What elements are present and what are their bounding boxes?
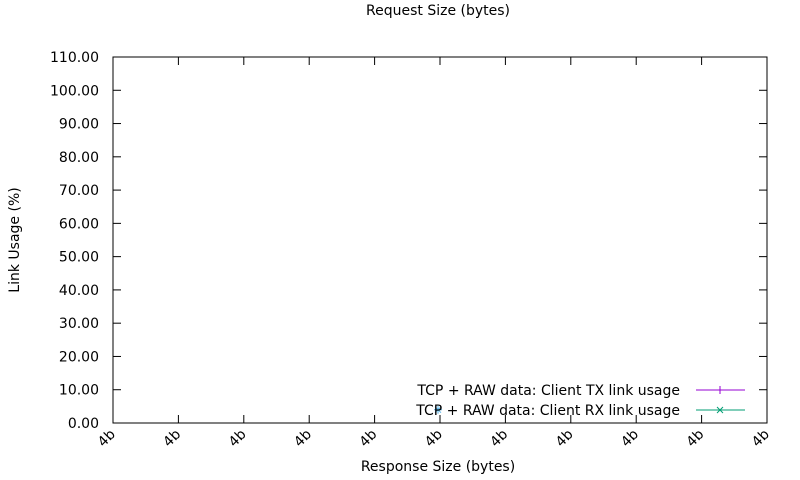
x-tick-label: 4b (357, 426, 381, 450)
data-point-marker (434, 405, 442, 414)
x-axis-label: Response Size (bytes) (361, 459, 515, 475)
x-tick-label: 4b (291, 426, 315, 450)
y-tick-label: 50.00 (59, 250, 99, 266)
x-tick-label: 4b (226, 426, 250, 450)
x-tick-label: 4b (749, 426, 773, 450)
y-tick-label: 40.00 (59, 283, 99, 299)
y-tick-label: 100.00 (50, 83, 99, 99)
x-tick-label: 4b (684, 426, 708, 450)
chart-title: Request Size (bytes) (366, 3, 510, 19)
y-tick-label: 60.00 (59, 216, 99, 232)
y-tick-label: 70.00 (59, 183, 99, 199)
y-axis: 0.00 10.00 20.00 30.00 40.00 50.00 60.00 70.00 8… (50, 50, 767, 432)
x-tick-label: 4b (618, 426, 642, 450)
y-axis-label: Link Usage (%) (7, 187, 23, 292)
x-tick-label: 4b (553, 426, 577, 450)
extra-marks (434, 405, 442, 414)
legend-label: TCP + RAW data: Client RX link usage (415, 403, 680, 419)
x-tick-label: 4b (487, 426, 511, 450)
legend: TCP + RAW data: Client TX link usage TCP … (415, 383, 745, 419)
y-tick-label: 30.00 (59, 316, 99, 332)
y-tick-label: 20.00 (59, 349, 99, 365)
legend-marker (716, 406, 724, 414)
plot-frame (112, 56, 768, 424)
y-tick-label: 90.00 (59, 117, 99, 133)
y-tick-label: 0.00 (68, 416, 99, 432)
y-tick-label: 110.00 (50, 50, 99, 66)
legend-label: TCP + RAW data: Client TX link usage (416, 383, 680, 399)
x-tick-label: 4b (160, 426, 184, 450)
y-tick-label: 80.00 (59, 150, 99, 166)
y-tick-label: 10.00 (59, 383, 99, 399)
legend-marker (716, 386, 724, 394)
x-tick-label: 4b (422, 426, 446, 450)
